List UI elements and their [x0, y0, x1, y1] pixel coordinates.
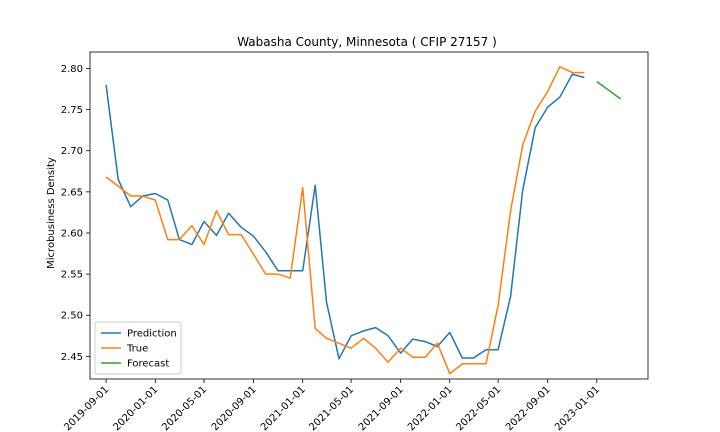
x-tick-label: 2021-05-01 [307, 384, 356, 432]
x-tick-label: 2023-01-01 [553, 384, 602, 432]
y-tick-label: 2.65 [61, 187, 83, 198]
x-tick-label: 2022-01-01 [406, 384, 455, 432]
legend-box [94, 321, 182, 375]
y-tick-label: 2.50 [61, 311, 83, 322]
x-tick-label: 2019-09-01 [62, 384, 111, 432]
x-tick-label: 2022-05-01 [454, 384, 503, 432]
x-axis: 2019-09-01 2020-01-01 2020-05-01 2020-09-01… [62, 379, 602, 432]
y-axis: 2.45 2.50 2.55 2.60 2.65 2.70 2.75 2.80 [61, 64, 90, 363]
y-tick-label: 2.70 [61, 146, 83, 157]
x-tick-label: 2021-09-01 [357, 384, 406, 432]
y-tick-label: 2.60 [61, 228, 83, 239]
x-tick-label: 2021-01-01 [259, 384, 308, 432]
y-tick-label: 2.45 [61, 352, 83, 363]
chart-title: Wabasha County, Minnesota ( CFIP 27157 ) [237, 35, 497, 49]
y-axis-label: Microbusiness Density [46, 157, 57, 269]
legend-label-prediction: Prediction [127, 329, 177, 340]
series-line-forecast [596, 80, 622, 100]
legend-label-forecast: Forecast [127, 359, 169, 370]
y-tick-label: 2.55 [61, 270, 83, 281]
legend-label-true: True [126, 344, 148, 355]
y-tick-label: 2.80 [61, 64, 83, 75]
series-line-prediction [105, 73, 585, 360]
series-layer [105, 66, 622, 375]
x-tick-label: 2020-05-01 [160, 384, 209, 432]
x-tick-label: 2022-09-01 [504, 384, 553, 432]
legend: Prediction True Forecast [94, 321, 182, 375]
y-tick-label: 2.75 [61, 105, 83, 116]
series-line-true [105, 66, 585, 375]
x-tick-label: 2020-01-01 [112, 384, 161, 432]
x-tick-label: 2020-09-01 [210, 384, 259, 432]
plot-frame [89, 51, 649, 380]
